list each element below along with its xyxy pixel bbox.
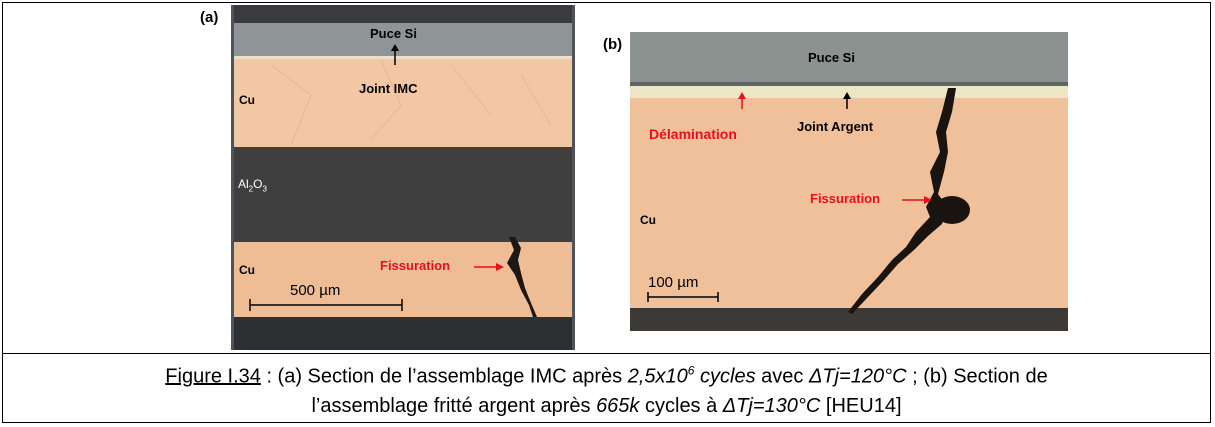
cu-bottom-label-a: Cu — [239, 263, 255, 277]
panel-b-micrograph — [630, 32, 1068, 331]
figure-reference: Figure I.34 — [165, 365, 261, 388]
scale-bar-a — [249, 299, 403, 311]
figure-caption: Figure I.34 : (a) Section de l’assemblag… — [2, 354, 1211, 423]
arrow-right-icon — [902, 196, 932, 204]
crack-a — [507, 237, 537, 317]
scale-label-a: 500 µm — [290, 282, 341, 299]
crack-b — [848, 88, 956, 314]
joint-argent-label: Joint Argent — [797, 119, 874, 134]
caption-line-2: l’assemblage fritté argent après 665k cy… — [311, 395, 902, 418]
joint-imc-label: Joint IMC — [359, 81, 418, 96]
caption-line-1: Figure I.34 : (a) Section de l’assemblag… — [165, 363, 1048, 388]
scale-bar-b — [647, 292, 719, 302]
puce-si-label-b: Puce Si — [808, 50, 855, 65]
delamination-label: Délamination — [649, 126, 737, 142]
arrow-right-icon — [474, 263, 504, 271]
cu-label-b: Cu — [640, 213, 656, 227]
fissuration-label-a: Fissuration — [380, 258, 451, 273]
cu-top-label-a: Cu — [239, 93, 255, 107]
panel-a-label: (a) — [200, 9, 219, 26]
arrow-up-icon — [738, 92, 746, 109]
fissuration-label-b: Fissuration — [810, 191, 881, 206]
caption-divider — [2, 353, 1211, 354]
scale-label-b: 100 µm — [648, 274, 699, 291]
arrow-up-icon — [843, 92, 851, 109]
panel-b-label: (b) — [603, 36, 623, 53]
puce-si-label-a: Puce Si — [370, 26, 417, 41]
arrow-up-icon — [391, 44, 399, 65]
al2o3-label: Al2O3 — [238, 177, 267, 194]
